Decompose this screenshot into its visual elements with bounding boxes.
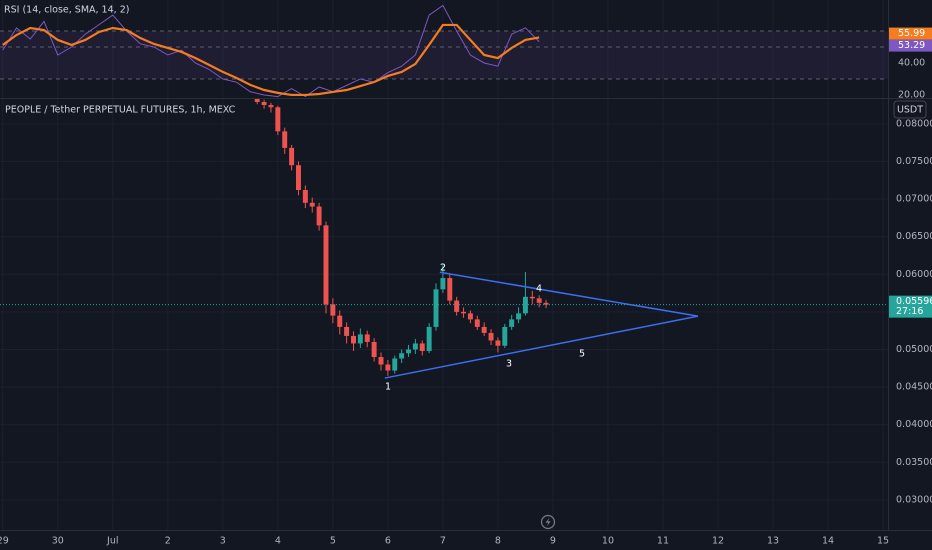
candle-body <box>275 107 281 132</box>
candle-body <box>323 225 329 305</box>
candle-body <box>516 313 522 320</box>
candle-body <box>302 190 308 203</box>
y-tick-label: 0.06500 <box>896 231 932 242</box>
y-tick-label: 0.07000 <box>896 194 932 205</box>
candle-body <box>495 340 501 346</box>
y-tick-label: 0.06000 <box>896 269 932 280</box>
wave-label: 4 <box>536 284 542 295</box>
y-tick-label: 0.04500 <box>896 382 932 393</box>
x-tick-label: 4 <box>275 536 281 547</box>
x-tick-label: 2 <box>165 536 171 547</box>
candle-body <box>357 334 363 344</box>
x-tick-label: 29 <box>0 536 9 547</box>
candle-body <box>474 319 480 327</box>
candle-body <box>364 334 370 342</box>
y-tick-label: 0.04000 <box>896 419 932 430</box>
x-tick-label: 15 <box>877 536 889 547</box>
x-tick-label: 8 <box>495 536 501 547</box>
grid <box>0 0 888 530</box>
candle-body <box>412 343 418 350</box>
main-layer <box>0 99 888 379</box>
y-tick-label: 0.08000 <box>896 118 932 129</box>
rsi-band <box>0 31 888 79</box>
candle-body <box>419 343 425 351</box>
x-tick-label: 30 <box>52 536 64 547</box>
candle-body <box>440 278 446 290</box>
rsi-value-tag <box>889 39 932 52</box>
x-tick-label: 6 <box>385 536 391 547</box>
candle-body <box>268 105 274 108</box>
rsi-layer <box>0 4 888 98</box>
candle-body <box>509 319 515 327</box>
wave-label: 1 <box>385 382 391 393</box>
candle-body <box>378 356 384 365</box>
x-tick-label: 3 <box>220 536 226 547</box>
y-tick-label: 0.05000 <box>896 344 932 355</box>
candle-body <box>337 315 343 327</box>
x-tick-label: 14 <box>822 536 834 547</box>
candle-body <box>433 289 439 327</box>
countdown-label: 27:16 <box>896 306 923 317</box>
wave-label: 5 <box>579 349 585 360</box>
y-tick-label: 0.03500 <box>896 457 932 468</box>
candle-body <box>309 202 315 207</box>
candle-body <box>289 147 295 166</box>
candle-body <box>392 358 398 371</box>
last-price-label: 0.05596 <box>896 296 932 307</box>
candle-body <box>254 99 260 103</box>
candle-body <box>529 296 535 299</box>
rsi-tick-label: 40.00 <box>898 57 925 68</box>
candle-body <box>316 206 322 226</box>
candle-body <box>282 131 288 148</box>
candle-body <box>399 353 405 359</box>
candle-body <box>351 335 356 344</box>
x-tick-label: Jul <box>106 536 118 547</box>
rsi-value-label: 53.29 <box>898 40 925 51</box>
wave-label: 2 <box>440 263 446 274</box>
rsi-sma-line <box>2 23 540 97</box>
candle-body <box>344 326 350 336</box>
candle-body <box>296 165 301 191</box>
candle-body <box>261 102 267 106</box>
trend-line <box>439 271 699 317</box>
x-tick-label: 11 <box>657 536 669 547</box>
trend-line <box>384 315 699 379</box>
candle-body <box>461 311 467 314</box>
candle-body <box>467 313 473 320</box>
rsi-tick-label: 20.00 <box>898 89 925 100</box>
candle-body <box>406 349 411 354</box>
wave-label: 3 <box>506 359 512 370</box>
x-tick-label: 10 <box>602 536 614 547</box>
candle-body <box>543 302 549 305</box>
candle-body <box>447 278 453 301</box>
last-price-tag <box>889 295 932 318</box>
y-tick-label: 0.07500 <box>896 156 932 167</box>
candle-body <box>481 326 487 333</box>
currency-box[interactable] <box>893 100 927 119</box>
candle-body <box>454 300 460 312</box>
candle-body <box>426 326 432 351</box>
y-tick-label: 0.03000 <box>896 494 932 505</box>
currency-label[interactable]: USDT <box>897 105 923 116</box>
x-tick-label: 13 <box>767 536 779 547</box>
rsi-value-label: 55.99 <box>898 28 925 39</box>
candle-body <box>371 341 377 357</box>
lightning-icon[interactable] <box>540 514 556 530</box>
symbol-title: PEOPLE / Tether PERPETUAL FUTURES, 1h, M… <box>5 105 236 116</box>
candle-body <box>488 332 494 341</box>
candle-body <box>502 326 508 346</box>
axis-layer: 2930Jul234567891011121314150.030000.0350… <box>0 27 932 547</box>
rsi-title: RSI (14, close, SMA, 14, 2) <box>4 5 129 16</box>
x-tick-label: 12 <box>712 536 724 547</box>
rsi-line <box>2 4 540 98</box>
candle-body <box>330 304 336 316</box>
candle-body <box>385 364 391 371</box>
x-tick-label: 7 <box>440 536 446 547</box>
candle-body <box>536 298 542 303</box>
x-tick-label: 5 <box>330 536 336 547</box>
x-tick-label: 9 <box>550 536 556 547</box>
rsi-value-tag <box>889 27 932 40</box>
